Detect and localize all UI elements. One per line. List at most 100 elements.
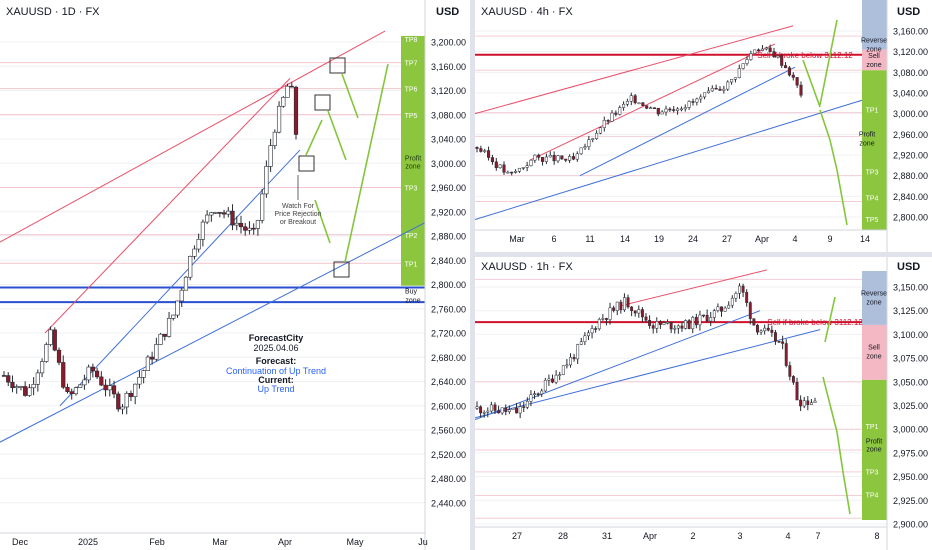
candle-body — [533, 154, 537, 161]
y-tick-label: 2,600.00 — [431, 401, 466, 411]
candle-body — [687, 101, 691, 108]
candle-body — [718, 88, 722, 91]
zone-label: TP4 — [866, 195, 879, 202]
x-tick-label: 4 — [785, 531, 790, 541]
y-tick-label: 3,025.00 — [893, 401, 928, 411]
marker-box — [329, 57, 346, 74]
candle-body — [640, 309, 644, 318]
x-tick-label: 14 — [860, 234, 870, 244]
candle-body — [738, 285, 741, 294]
candle-body — [272, 131, 277, 146]
candle-body — [116, 393, 121, 410]
candle-body — [486, 410, 490, 413]
candle-body — [756, 324, 759, 333]
y-tick-label: 2,975.00 — [893, 448, 928, 458]
candle-body — [493, 404, 497, 411]
candle-body — [676, 108, 680, 111]
candle-body — [31, 383, 36, 389]
candle-body — [691, 101, 695, 103]
zone-label: zone — [866, 446, 881, 453]
candle-body — [662, 322, 666, 325]
candle-body — [703, 92, 707, 98]
y-tick-label: 2,440.00 — [431, 498, 466, 508]
candle-body — [561, 365, 565, 375]
candle-body — [641, 102, 645, 106]
zone-label: zone — [866, 354, 881, 361]
candle-body — [612, 307, 616, 311]
x-tick-label: Apr — [643, 531, 657, 541]
h1-chart-panel[interactable]: Reverse zone Sell zone TP1 Profit zone TP3 TP4 S… — [475, 257, 932, 550]
candle-body — [664, 108, 668, 113]
forecast-value: Continuation of Up Trend — [226, 366, 326, 376]
candle-body — [604, 318, 608, 320]
candle-body — [551, 378, 554, 383]
candle-body — [575, 153, 579, 160]
projection-arrow — [819, 19, 838, 106]
zone-label: TP3 — [866, 170, 879, 177]
panel-divider-vertical[interactable] — [470, 0, 475, 550]
zone-label: TP1 — [405, 261, 418, 268]
candle-body — [784, 65, 788, 69]
candle-body — [709, 317, 713, 322]
h4-chart-panel[interactable]: Reverse zone Sell zone TP1 Profit zone TP3 TP4 TP… — [475, 0, 932, 252]
candle-body — [587, 332, 590, 337]
candle-body — [200, 221, 205, 240]
candle-body — [35, 372, 40, 385]
candle-body — [795, 77, 799, 86]
candle-body — [651, 325, 655, 329]
candle-body — [668, 108, 672, 111]
tp-zone-column — [862, 379, 887, 520]
candle-body — [73, 387, 79, 395]
candle-body — [614, 112, 618, 115]
candle-body — [518, 406, 522, 414]
candle-body — [39, 361, 45, 374]
marker-box — [333, 261, 350, 278]
y-tick-label: 2,480.00 — [431, 474, 466, 484]
candle-body — [507, 409, 511, 412]
candle-body — [594, 328, 598, 330]
zone-label: TP6 — [405, 87, 418, 94]
candle-body — [727, 304, 731, 309]
x-tick-label: 27 — [512, 531, 522, 541]
candle-body — [95, 370, 100, 378]
candle-body — [511, 407, 515, 410]
y-tick-label: 3,000.00 — [893, 425, 928, 435]
candle-body — [247, 227, 252, 231]
h4-chart[interactable]: ReversezoneSellzoneTP1ProfitzoneTP3TP4TP… — [475, 0, 932, 252]
candle-body — [572, 357, 576, 360]
y-tick-label: 3,200.00 — [431, 38, 466, 48]
y-tick-label: 2,925.00 — [893, 496, 928, 506]
x-tick-label: 31 — [602, 531, 612, 541]
trendline-blue-lower — [0, 222, 426, 443]
candle-body — [745, 59, 749, 64]
candle-body — [760, 48, 764, 51]
candle-body — [264, 166, 269, 195]
candle-body — [255, 220, 261, 229]
zone-label: Sell — [868, 53, 880, 60]
candle-body — [276, 105, 282, 133]
candle-body — [684, 320, 688, 329]
y-tick-label: 3,120.00 — [893, 47, 928, 57]
candle-body — [48, 329, 53, 345]
projection-arrow — [327, 110, 347, 161]
y-tick-label: 2,880.00 — [893, 171, 928, 181]
candle-body — [622, 297, 626, 311]
trendline-blue-lower — [475, 99, 863, 221]
y-tick-label: 3,050.00 — [893, 377, 928, 387]
rejection-note: Watch For Price Rejection or Breakout — [274, 203, 321, 226]
candle-body — [490, 157, 494, 163]
zone-label: Sell — [868, 345, 880, 352]
candle-body — [723, 307, 727, 312]
panel-divider-horizontal[interactable] — [475, 252, 932, 257]
candle-body — [154, 344, 159, 360]
trendline-blue-lower — [475, 329, 821, 419]
candle-body — [705, 314, 709, 322]
y-tick-label: 3,040.00 — [431, 135, 466, 145]
daily-chart-panel[interactable]: TP8 TP7 TP6 TP5 Profit zone TP3 TP2 TP1 Buy zone 3… — [0, 0, 470, 550]
candle-body — [764, 47, 768, 50]
candle-body — [158, 333, 163, 345]
candle-body — [806, 400, 810, 405]
candle-body — [18, 386, 24, 388]
